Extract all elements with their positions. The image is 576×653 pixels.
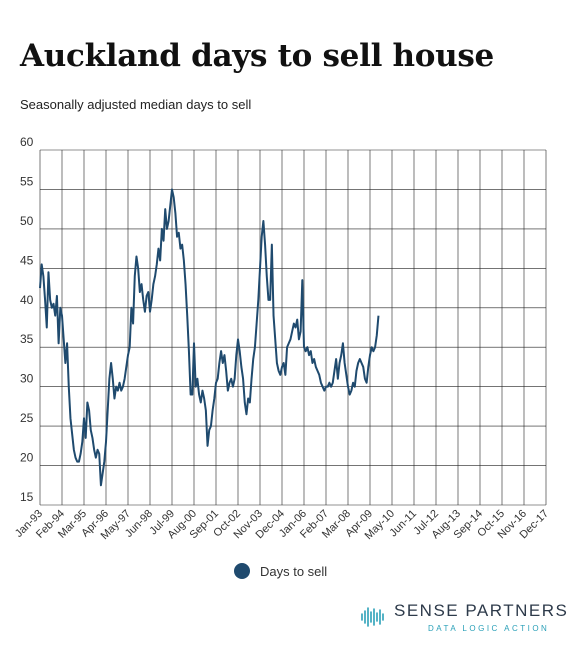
chart-subtitle: Seasonally adjusted median days to sell — [20, 97, 252, 112]
soundwave-icon — [361, 607, 384, 627]
y-tick-label: 40 — [20, 293, 34, 307]
y-tick-label: 15 — [20, 490, 34, 504]
y-tick-label: 60 — [20, 135, 34, 149]
legend-label: Days to sell — [260, 563, 328, 579]
series-line-days-to-sell — [39, 188, 380, 487]
y-tick-label: 25 — [20, 411, 34, 425]
y-axis: 15 20 25 30 35 40 45 50 55 60 — [20, 135, 34, 504]
y-tick-label: 35 — [20, 332, 34, 346]
line-chart: 15 20 25 30 35 40 45 50 55 60 Jan-93Feb-94Mar-95A… — [13, 135, 551, 542]
brand-name: SENSE PARTNERS — [394, 601, 569, 620]
chart-title: Auckland days to sell house — [20, 38, 494, 74]
brand-tagline: DATA LOGIC ACTION — [428, 624, 550, 633]
y-tick-label: 45 — [20, 253, 34, 267]
legend-marker-icon — [234, 563, 250, 579]
x-axis: Jan-93Feb-94Mar-95Apr-96May-97Jun-98Jul-… — [13, 508, 551, 542]
y-tick-label: 20 — [20, 451, 34, 465]
y-tick-label: 30 — [20, 372, 34, 386]
chart-series — [39, 188, 380, 487]
chart-legend: Days to sell — [234, 563, 327, 579]
y-tick-label: 50 — [20, 214, 34, 228]
y-tick-label: 55 — [20, 174, 34, 188]
brand-logo: SENSE PARTNERS DATA LOGIC ACTION — [360, 601, 568, 633]
